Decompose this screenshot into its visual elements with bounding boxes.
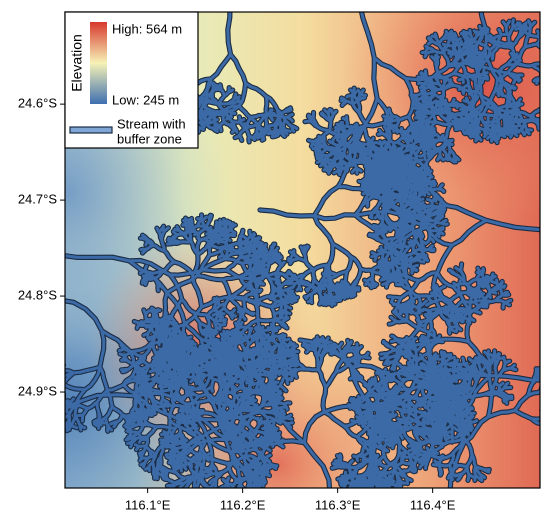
elevation-colorbar (90, 22, 107, 104)
y-tick-label: 24.8°S (18, 288, 58, 303)
x-tick-label: 116.3°E (315, 497, 361, 512)
y-tick-label: 24.9°S (18, 383, 58, 398)
legend: Elevation High: 564 m Low: 245 m Stream … (64, 11, 199, 149)
x-tick-label: 116.1°E (125, 497, 171, 512)
y-tick-label: 24.7°S (18, 192, 58, 207)
elevation-raster (65, 12, 540, 488)
stream (65, 12, 540, 488)
x-tick-label: 116.4°E (410, 497, 456, 512)
legend-stream-symbol (69, 126, 113, 134)
y-tick-label: 24.6°S (18, 96, 58, 111)
legend-title: Elevation (69, 34, 85, 92)
x-tick-label: 116.2°E (220, 497, 266, 512)
legend-high: High: 564 m (112, 21, 182, 36)
map-frame (64, 11, 541, 489)
legend-box (64, 11, 199, 149)
legend-low: Low: 245 m (112, 92, 179, 107)
axes: 116.1°E 116.2°E 116.3°E 116.4°E 24.6°S 24.7°S… (18, 96, 456, 513)
legend-stream-label: Stream with (117, 116, 186, 131)
legend-stream-label: buffer zone (117, 131, 182, 146)
